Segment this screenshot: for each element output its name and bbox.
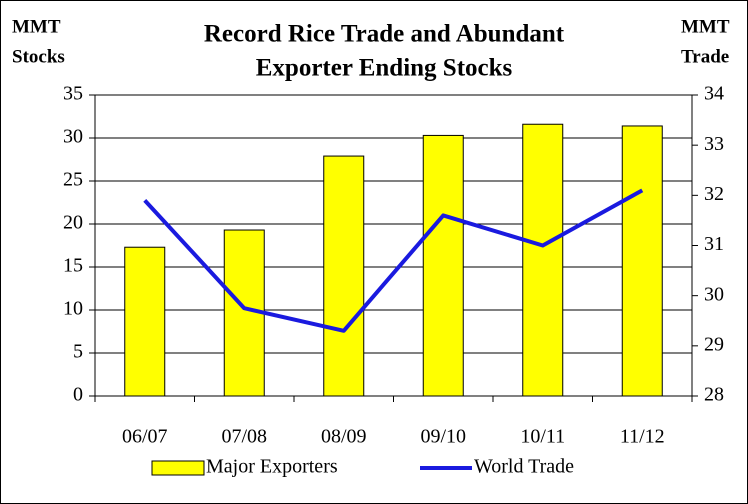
y-tick-label: 15 bbox=[63, 255, 83, 277]
y2-tick-label: 33 bbox=[704, 133, 724, 155]
y-tick-label: 35 bbox=[63, 83, 83, 105]
y2-tick-label: 30 bbox=[704, 283, 724, 305]
y2-axis-label: Trade bbox=[681, 46, 729, 67]
y-tick-label: 25 bbox=[63, 169, 83, 191]
bar bbox=[124, 246, 166, 397]
y-tick-label: 30 bbox=[63, 126, 83, 148]
y2-tick-label: 34 bbox=[704, 83, 724, 105]
bar bbox=[323, 155, 365, 397]
y-tick-label: 10 bbox=[63, 298, 83, 320]
chart-title: Exporter Ending Stocks bbox=[256, 55, 513, 82]
x-tick-label: 06/07 bbox=[122, 426, 168, 448]
bar bbox=[422, 134, 464, 397]
y-axis-label: MMT bbox=[12, 16, 61, 37]
plot-frame bbox=[94, 94, 693, 397]
bar bbox=[621, 125, 663, 397]
line bbox=[143, 188, 644, 333]
y-axis-label: Stocks bbox=[12, 46, 65, 67]
y2-axis-label: MMT bbox=[681, 16, 730, 37]
y2-tick-label: 29 bbox=[704, 333, 724, 355]
y2-tick-label: 28 bbox=[704, 384, 724, 406]
y-tick-label: 20 bbox=[63, 212, 83, 234]
y2-tick-label: 32 bbox=[704, 183, 724, 205]
x-tick-label: 07/08 bbox=[221, 426, 267, 448]
x-tick-label: 11/12 bbox=[620, 426, 665, 448]
x-tick-label: 10/11 bbox=[520, 426, 565, 448]
y-tick-label: 5 bbox=[73, 341, 83, 363]
x-tick-label: 08/09 bbox=[321, 426, 367, 448]
legend-label: Major Exporters bbox=[206, 456, 338, 478]
legend-swatch bbox=[151, 460, 205, 476]
y2-tick-label: 31 bbox=[704, 233, 724, 255]
y-tick-label: 0 bbox=[73, 384, 83, 406]
x-tick-label: 09/10 bbox=[420, 426, 466, 448]
legend-label: World Trade bbox=[474, 456, 574, 478]
chart-title: Record Rice Trade and Abundant bbox=[204, 21, 565, 48]
bar bbox=[522, 123, 564, 397]
